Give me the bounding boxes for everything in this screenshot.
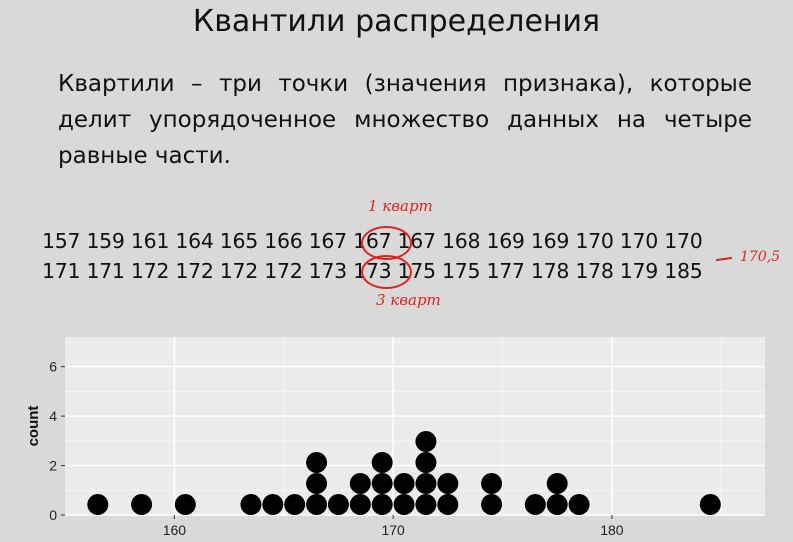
x-tick-label: 160 — [163, 522, 187, 538]
data-dot — [524, 494, 546, 515]
data-dot — [437, 473, 459, 494]
data-dot — [415, 494, 437, 515]
data-dot — [568, 494, 590, 515]
data-dot — [481, 494, 503, 515]
data-dot — [699, 494, 721, 515]
y-tick-label: 0 — [49, 507, 57, 523]
data-dot — [131, 494, 153, 515]
data-dot — [546, 473, 568, 494]
median-handwritten-note: 170,5 — [740, 249, 781, 265]
dot-plot: 160 170 180 0 2 4 6 count — [25, 337, 765, 538]
data-dot — [415, 452, 437, 473]
slide-title: Квантили распределения — [192, 4, 601, 39]
q1-handwritten-note: 1 кварт — [368, 197, 433, 215]
x-tick-label: 180 — [600, 522, 624, 538]
x-tick-label: 170 — [381, 522, 405, 538]
data-dot — [284, 494, 306, 515]
quartile-definition: Квартили – три точки (значения признака)… — [58, 71, 752, 169]
data-dot — [174, 494, 196, 515]
data-dot — [349, 473, 371, 494]
data-dot — [371, 473, 393, 494]
q3-handwritten-note: 3 кварт — [376, 291, 441, 309]
data-dot — [371, 494, 393, 515]
data-dot — [306, 452, 328, 473]
data-dot — [262, 494, 284, 515]
data-dot — [240, 494, 262, 515]
data-dot — [393, 473, 415, 494]
data-dot — [371, 452, 393, 473]
data-dot — [415, 431, 437, 452]
data-dot — [306, 494, 328, 515]
data-dot — [546, 494, 568, 515]
data-dot — [481, 473, 503, 494]
q3-circle-annotation — [361, 255, 412, 289]
y-tick-label: 2 — [49, 458, 57, 474]
data-dot — [306, 473, 328, 494]
plot-panel — [65, 337, 765, 515]
y-tick-label: 4 — [49, 408, 57, 424]
data-dot — [327, 494, 349, 515]
data-dot — [393, 494, 415, 515]
data-dot — [437, 494, 459, 515]
y-tick-label: 6 — [49, 359, 57, 375]
data-dot — [349, 494, 371, 515]
data-dot — [415, 473, 437, 494]
data-dot — [87, 494, 109, 515]
y-axis-label: count — [25, 406, 42, 447]
